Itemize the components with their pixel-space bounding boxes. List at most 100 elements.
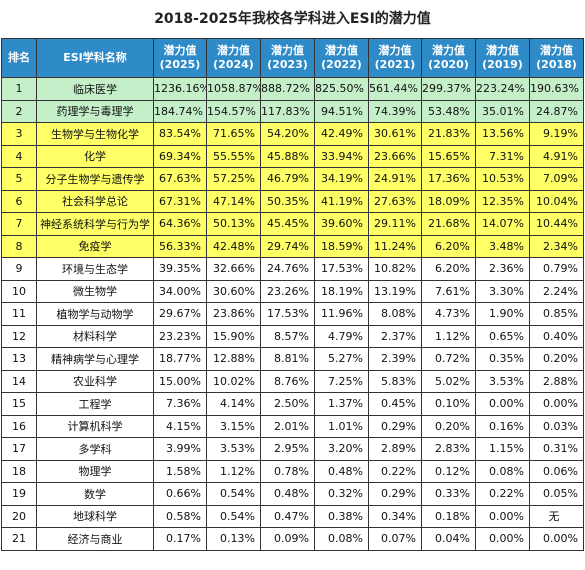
value-cell: 94.51% — [314, 99, 369, 123]
value-cell: 888.72% — [260, 77, 315, 101]
value-cell: 35.01% — [475, 99, 530, 123]
value-cell: 3.20% — [314, 437, 369, 461]
header-subject: ESI学科名称 — [36, 38, 154, 78]
table-row: 5 分子生物学与遗传学 67.63% 57.25% 46.79% 34.19% 24.91%… — [1, 167, 584, 191]
value-cell: 0.54% — [206, 504, 261, 528]
value-cell: 23.66% — [368, 144, 422, 168]
table-row: 6 社会科学总论 67.31% 47.14% 50.35% 41.19% 27.63% 18.… — [1, 189, 584, 213]
rank-cell: 6 — [1, 189, 37, 213]
header-year-value: (2023) — [267, 58, 308, 71]
value-cell: 3.15% — [206, 414, 261, 438]
table-row: 19 数学 0.66% 0.54% 0.48% 0.32% 0.29% 0.33% 0.22% 0… — [1, 482, 584, 506]
header-year-3: 潜力值 (2022) — [314, 38, 369, 78]
value-cell: 29.67% — [153, 302, 207, 326]
rank-cell: 12 — [1, 324, 37, 348]
value-cell: 0.66% — [153, 482, 207, 506]
value-cell: 1.12% — [421, 324, 476, 348]
value-cell: 0.58% — [153, 504, 207, 528]
value-cell: 0.33% — [421, 482, 476, 506]
value-cell: 15.65% — [421, 144, 476, 168]
value-cell: 10.44% — [529, 212, 584, 236]
value-cell: 0.00% — [529, 527, 584, 551]
table-row: 12 材料科学 23.23% 15.90% 8.57% 4.79% 2.37% 1.12% 0.… — [1, 324, 584, 348]
value-cell: 2.34% — [529, 234, 584, 258]
value-cell: 50.35% — [260, 189, 315, 213]
rank-cell: 15 — [1, 392, 37, 416]
value-cell: 71.65% — [206, 122, 261, 146]
rank-cell: 20 — [1, 504, 37, 528]
value-cell: 3.53% — [475, 369, 530, 393]
rank-cell: 7 — [1, 212, 37, 236]
value-cell: 1.37% — [314, 392, 369, 416]
header-year-1: 潜力值 (2024) — [206, 38, 261, 78]
value-cell: 0.85% — [529, 302, 584, 326]
subject-cell: 药理学与毒理学 — [36, 99, 154, 123]
value-cell: 7.36% — [153, 392, 207, 416]
value-cell: 0.12% — [421, 459, 476, 483]
value-cell: 29.74% — [260, 234, 315, 258]
value-cell: 30.61% — [368, 122, 422, 146]
rank-cell: 2 — [1, 99, 37, 123]
table-row: 3 生物学与生物化学 83.54% 71.65% 54.20% 42.49% 30.61% 2… — [1, 122, 584, 146]
rank-cell: 14 — [1, 369, 37, 393]
subject-cell: 地球科学 — [36, 504, 154, 528]
value-cell: 6.20% — [421, 257, 476, 281]
value-cell: 13.19% — [368, 279, 422, 303]
value-cell: 0.72% — [421, 347, 476, 371]
subject-cell: 免疫学 — [36, 234, 154, 258]
subject-cell: 微生物学 — [36, 279, 154, 303]
header-year-value: (2018) — [536, 58, 577, 71]
value-cell: 154.57% — [206, 99, 261, 123]
value-cell: 32.66% — [206, 257, 261, 281]
subject-cell: 农业科学 — [36, 369, 154, 393]
value-cell: 0.05% — [529, 482, 584, 506]
value-cell: 0.34% — [368, 504, 422, 528]
header-year-6: 潜力值 (2019) — [475, 38, 530, 78]
value-cell: 0.48% — [314, 459, 369, 483]
value-cell: 1.12% — [206, 459, 261, 483]
rank-cell: 11 — [1, 302, 37, 326]
value-cell: 0.00% — [475, 504, 530, 528]
value-cell: 4.14% — [206, 392, 261, 416]
value-cell: 0.00% — [475, 392, 530, 416]
value-cell: 0.06% — [529, 459, 584, 483]
value-cell: 15.00% — [153, 369, 207, 393]
value-cell: 5.02% — [421, 369, 476, 393]
value-cell: 190.63% — [529, 77, 584, 101]
value-cell: 15.90% — [206, 324, 261, 348]
rank-cell: 4 — [1, 144, 37, 168]
value-cell: 1.90% — [475, 302, 530, 326]
value-cell: 1236.16% — [153, 77, 207, 101]
value-cell: 7.31% — [475, 144, 530, 168]
value-cell: 117.83% — [260, 99, 315, 123]
value-cell: 10.82% — [368, 257, 422, 281]
header-year-value: (2021) — [374, 58, 416, 71]
value-cell: 0.07% — [368, 527, 422, 551]
value-cell: 83.54% — [153, 122, 207, 146]
value-cell: 2.83% — [421, 437, 476, 461]
value-cell: 50.13% — [206, 212, 261, 236]
value-cell: 223.24% — [475, 77, 530, 101]
value-cell: 2.36% — [475, 257, 530, 281]
value-cell: 34.19% — [314, 167, 369, 191]
value-cell: 0.31% — [529, 437, 584, 461]
value-cell: 30.60% — [206, 279, 261, 303]
subject-cell: 经济与商业 — [36, 527, 154, 551]
rank-cell: 9 — [1, 257, 37, 281]
value-cell: 45.45% — [260, 212, 315, 236]
value-cell: 1.58% — [153, 459, 207, 483]
value-cell: 18.77% — [153, 347, 207, 371]
value-cell: 8.08% — [368, 302, 422, 326]
value-cell: 11.24% — [368, 234, 422, 258]
value-cell: 0.45% — [368, 392, 422, 416]
value-cell: 23.23% — [153, 324, 207, 348]
table-row: 11 植物学与动物学 29.67% 23.86% 17.53% 11.96% 8.08% 4.… — [1, 302, 584, 326]
value-cell: 0.04% — [421, 527, 476, 551]
value-cell: 3.99% — [153, 437, 207, 461]
value-cell: 0.08% — [314, 527, 369, 551]
value-cell: 0.22% — [475, 482, 530, 506]
table-row: 15 工程学 7.36% 4.14% 2.50% 1.37% 0.45% 0.10% 0.00%… — [1, 392, 584, 416]
header-year-label: 潜力值 — [432, 44, 465, 57]
value-cell: 17.53% — [314, 257, 369, 281]
value-cell: 14.07% — [475, 212, 530, 236]
